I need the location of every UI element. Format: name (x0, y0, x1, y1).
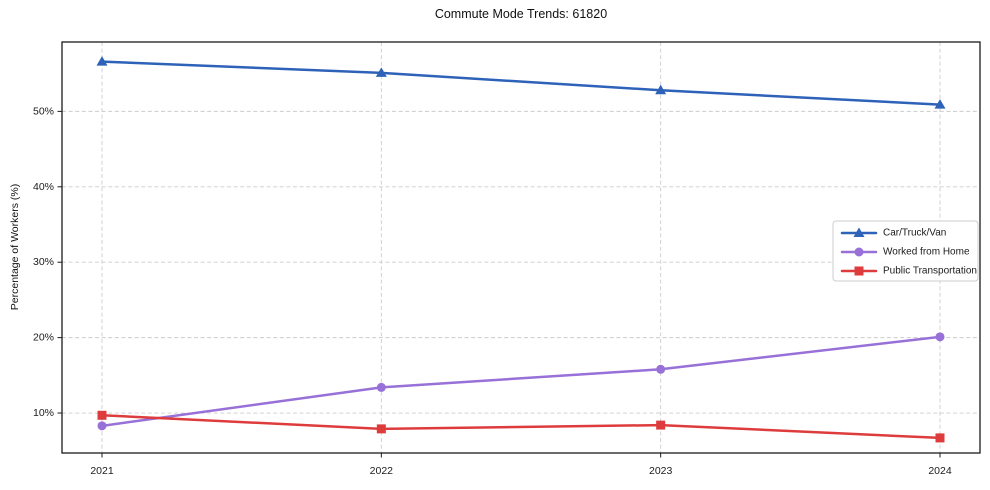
legend-label: Car/Truck/Van (883, 228, 946, 239)
data-point-car-truck-van (96, 56, 108, 66)
y-tick-label: 10% (33, 407, 54, 419)
data-point-worked-from-home (376, 382, 386, 392)
x-tick-label: 2022 (370, 465, 394, 477)
legend-label: Public Transportation (883, 266, 977, 277)
series-line-public-transportation (100, 414, 942, 440)
data-point-public-transportation (935, 433, 945, 443)
series-line-car-truck-van (100, 60, 942, 106)
data-point-public-transportation (656, 420, 666, 430)
legend-marker-square (854, 266, 864, 276)
data-point-public-transportation (97, 410, 107, 420)
data-point-car-truck-van (655, 84, 667, 95)
data-point-car-truck-van (375, 67, 387, 77)
legend-box (832, 220, 979, 282)
y-tick-label: 20% (33, 332, 54, 344)
y-tick-label: 40% (33, 181, 54, 193)
data-point-worked-from-home (656, 364, 666, 374)
x-tick-label: 2024 (928, 465, 952, 477)
legend-marker-circle (854, 247, 864, 257)
data-point-public-transportation (376, 424, 386, 434)
data-point-worked-from-home (935, 332, 945, 342)
series-line-worked-from-home (100, 335, 942, 428)
chart-title: Commute Mode Trends: 61820 (434, 7, 608, 21)
data-point-worked-from-home (97, 421, 107, 431)
plot-border (61, 41, 981, 454)
data-point-car-truck-van (934, 99, 946, 109)
legend-label: Worked from Home (883, 247, 970, 258)
x-tick-label: 2023 (649, 465, 673, 477)
legend: Car/Truck/Van Worked from Home Public Tran… (832, 220, 979, 282)
x-tick-label: 2021 (90, 465, 114, 477)
legend-marker-triangle (853, 227, 865, 237)
y-tick-label: 30% (33, 256, 54, 268)
y-tick-label: 50% (33, 105, 54, 117)
